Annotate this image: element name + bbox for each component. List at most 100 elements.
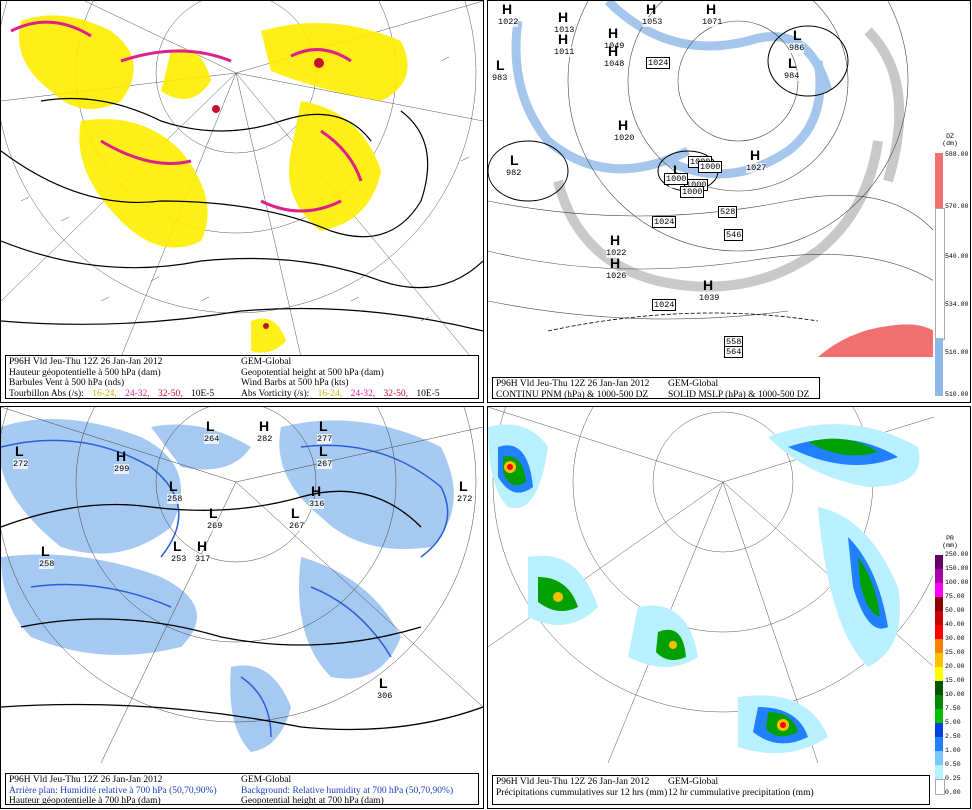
high-height-marker: H xyxy=(116,448,127,464)
isobar-box-label: 546 xyxy=(724,229,744,241)
precipitation-map xyxy=(488,407,934,763)
height-value: 317 xyxy=(195,554,211,564)
legend-tick: 510.00 xyxy=(945,391,969,398)
caption-line: SOLID MSLP (hPa) & 1000-500 DZ xyxy=(668,389,810,400)
pressure-value: 1027 xyxy=(746,163,767,173)
pressure-value: 1013 xyxy=(554,25,575,35)
legend-unit: (mm) xyxy=(942,542,958,549)
pressure-value: 1022 xyxy=(498,17,519,27)
vorticity-legend-fr: Tourbillon Abs (/s): 16-24, 24-32, 32-50… xyxy=(9,389,220,400)
legend-tick: 1.00 xyxy=(945,747,961,754)
caption-line: P96H Vld Jeu-Thu 12Z 26 Jan-Jan 2012 xyxy=(9,775,163,785)
caption-french: P96H Vld Jeu-Thu 12Z 26 Jan-Jan 2012 Hau… xyxy=(9,357,220,399)
panel-12hr-precipitation: PR (mm) 250.00 150.00 100.00 75.00 50.00 40.0… xyxy=(487,406,971,809)
high-pressure-marker: H xyxy=(646,1,657,17)
low-height-marker: L xyxy=(206,418,215,434)
legend-unit: (dm) xyxy=(942,140,958,147)
caption-english: GEM-Global 12 hr cummulative precipitati… xyxy=(668,777,814,798)
pressure-value: 1048 xyxy=(604,59,625,69)
legend-tick: 516.00 xyxy=(945,349,969,356)
legend-color-swatch xyxy=(935,681,943,695)
high-pressure-marker: H xyxy=(608,25,619,41)
legend-tick: 100.00 xyxy=(945,579,969,586)
high-pressure-marker: H xyxy=(703,277,714,293)
thickness-legend: DZ (dm) 588.00 570.00 540.00 534.00 516.… xyxy=(933,131,969,401)
legend-tick: 15.00 xyxy=(945,677,965,684)
legend-tick: 0.50 xyxy=(945,761,961,768)
caption-english: GEM-Global SOLID MSLP (hPa) & 1000-500 D… xyxy=(668,379,809,400)
low-height-marker: L xyxy=(379,675,388,691)
pressure-value: 1053 xyxy=(642,17,663,27)
pressure-value: 982 xyxy=(506,168,522,178)
caption-line: Geopotential height at 500 hPa (dam) xyxy=(241,367,384,378)
height-value: 306 xyxy=(377,691,393,701)
low-pressure-marker: L xyxy=(788,55,797,71)
vort-range-red: 32-50, xyxy=(383,388,409,399)
high-pressure-marker: H xyxy=(502,1,513,17)
pressure-value: 983 xyxy=(492,73,508,83)
caption-line: Background: Relative humidity at 700 hPa… xyxy=(241,785,454,796)
legend-color-swatch xyxy=(935,597,943,611)
caption-english: GEM-Global Geopotential height at 500 hP… xyxy=(241,357,446,399)
isobar-box-label: 564 xyxy=(724,346,744,358)
low-height-marker: L xyxy=(169,478,178,494)
legend-tick: 25.00 xyxy=(945,649,965,656)
caption-line: P96H Vld Jeu-Thu 12Z 26 Jan-Jan 2012 xyxy=(496,777,650,787)
caption-french: P96H Vld Jeu-Thu 12Z 26 Jan-Jan 2012 CON… xyxy=(496,379,649,400)
caption-line: Précipitations cummulatives sur 12 hrs (… xyxy=(496,787,668,798)
legend-tick: 250.00 xyxy=(945,551,969,558)
height-value: 316 xyxy=(309,499,325,509)
legend-tick: 5.00 xyxy=(945,719,961,726)
vort-range-magenta: 24-32, xyxy=(125,388,150,399)
legend-tick: 540.00 xyxy=(945,253,969,260)
legend-tick: 534.00 xyxy=(945,301,969,308)
caption-line: P96H Vld Jeu-Thu 12Z 26 Jan-Jan 2012 xyxy=(9,357,163,367)
vort-range-magenta: 24-32, xyxy=(350,388,376,399)
vort-range-yellow: 16-24, xyxy=(92,388,117,399)
isobar-box-label: 1024 xyxy=(652,216,677,228)
precipitation-legend: PR (mm) 250.00 150.00 100.00 75.00 50.00 40.0… xyxy=(933,533,969,807)
height-value: 269 xyxy=(207,521,223,531)
legend-color-swatch xyxy=(935,583,943,597)
isobar-box-label: 1000 xyxy=(664,173,689,185)
caption-french: P96H Vld Jeu-Thu 12Z 26 Jan-Jan 2012 Pré… xyxy=(496,777,667,798)
caption-line: Hauteur géopotentielle à 700 hPa (dam) xyxy=(9,796,161,806)
legend-color-swatch xyxy=(935,625,943,639)
caption-line: P96H Vld Jeu-Thu 12Z 26 Jan-Jan 2012 xyxy=(496,379,650,389)
pressure-value: 1039 xyxy=(699,293,720,303)
isobar-box-label: 528 xyxy=(718,206,738,218)
isobar-box-label: 1024 xyxy=(652,299,677,311)
low-height-marker: L xyxy=(209,505,218,521)
height-value: 272 xyxy=(457,494,473,504)
pressure-value: 1071 xyxy=(702,17,723,27)
high-pressure-marker: H xyxy=(750,147,761,163)
caption-line: 12 hr cummulative precipitation (mm) xyxy=(668,787,814,798)
low-pressure-marker: L xyxy=(793,27,802,43)
panel-caption: P96H Vld Jeu-Thu 12Z 26 Jan-Jan 2012 Arr… xyxy=(5,773,479,806)
vorticity-map xyxy=(1,1,483,357)
legend-color-swatch xyxy=(935,765,943,779)
legend-color-swatch xyxy=(935,611,943,625)
low-pressure-marker: L xyxy=(496,57,505,73)
height-value: 282 xyxy=(257,434,273,444)
legend-bar-warm xyxy=(935,153,943,208)
humidity-map xyxy=(1,407,483,763)
high-height-marker: H xyxy=(259,418,270,434)
isobar-box-label: 1000 xyxy=(698,161,723,173)
pressure-value: 1026 xyxy=(606,271,627,281)
legend-color-swatch xyxy=(935,695,943,709)
low-height-marker: L xyxy=(15,443,24,459)
caption-line: CONTINU PNM (hPa) & 1000-500 DZ xyxy=(496,389,649,400)
legend-tick: 75.00 xyxy=(945,593,965,600)
isobar-box-label: 1000 xyxy=(680,186,705,198)
high-pressure-marker: H xyxy=(608,43,619,59)
height-value: 253 xyxy=(171,554,187,564)
height-value: 264 xyxy=(204,434,220,444)
legend-color-swatch xyxy=(935,723,943,737)
low-height-marker: L xyxy=(291,505,300,521)
legend-color-swatch xyxy=(935,779,945,795)
low-height-marker: L xyxy=(319,418,328,434)
legend-tick: 30.00 xyxy=(945,635,965,642)
panel-500hpa-vorticity: P96H Vld Jeu-Thu 12Z 26 Jan-Jan 2012 Hau… xyxy=(0,0,484,403)
legend-color-swatch xyxy=(935,737,943,751)
